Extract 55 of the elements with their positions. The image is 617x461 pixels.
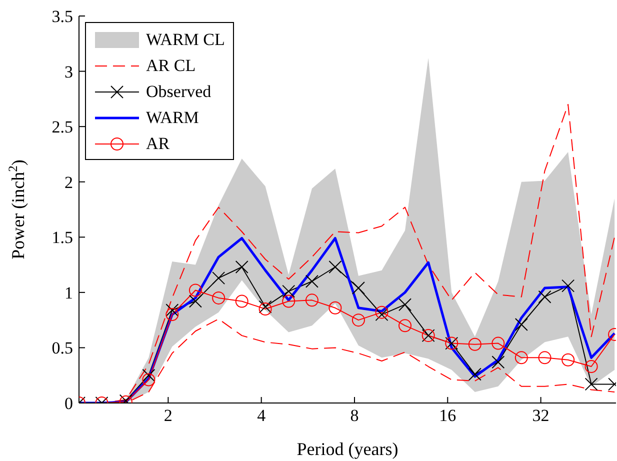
point [305, 274, 318, 288]
y-tick-label: 3.5 [52, 7, 73, 26]
point [514, 351, 528, 364]
point [398, 319, 412, 332]
point [188, 294, 202, 308]
y-tick-label: 2 [64, 172, 73, 192]
point [375, 308, 388, 322]
legend-label: AR CL [146, 56, 196, 76]
point [538, 351, 552, 364]
point [562, 279, 575, 292]
point [538, 290, 552, 304]
x-tick-label: 32 [532, 406, 550, 426]
x-tick-label: 8 [350, 406, 359, 426]
y-tick-label: 0.5 [52, 338, 73, 358]
point [514, 318, 528, 331]
point [492, 356, 505, 369]
point [305, 294, 318, 307]
point [375, 306, 388, 319]
point [235, 260, 248, 274]
point [142, 368, 156, 382]
point [282, 284, 296, 298]
point [282, 294, 296, 308]
legend-label: WARM CL [146, 30, 225, 50]
point [468, 338, 482, 351]
x-tick-label: 16 [439, 406, 456, 426]
point [328, 301, 342, 314]
legend-label: WARM [146, 108, 199, 128]
y-tick-label: 1.5 [52, 228, 73, 248]
point [398, 298, 412, 312]
point [562, 353, 575, 366]
point [328, 260, 342, 274]
point [142, 373, 156, 386]
point [235, 294, 248, 308]
x-tick-label: 2 [164, 406, 172, 426]
y-tick-label: 3 [64, 62, 73, 82]
point [166, 308, 179, 322]
point [352, 282, 365, 295]
legend-label: Observed [146, 82, 212, 102]
y-tick-label: 1 [64, 283, 73, 302]
point [258, 300, 272, 314]
legend-label: AR [146, 134, 170, 154]
point [468, 368, 482, 381]
point [352, 314, 365, 327]
point [188, 284, 202, 297]
y-tick-label: 0 [64, 394, 73, 414]
x-tick-label: 4 [257, 406, 266, 426]
point [492, 336, 505, 350]
point [212, 272, 226, 285]
point [258, 302, 272, 316]
point [584, 378, 598, 391]
x-axis-title: Period (years) [296, 439, 398, 459]
point [584, 360, 598, 374]
point [212, 291, 226, 304]
point [166, 304, 179, 317]
y-tick-label: 2.5 [52, 118, 73, 137]
